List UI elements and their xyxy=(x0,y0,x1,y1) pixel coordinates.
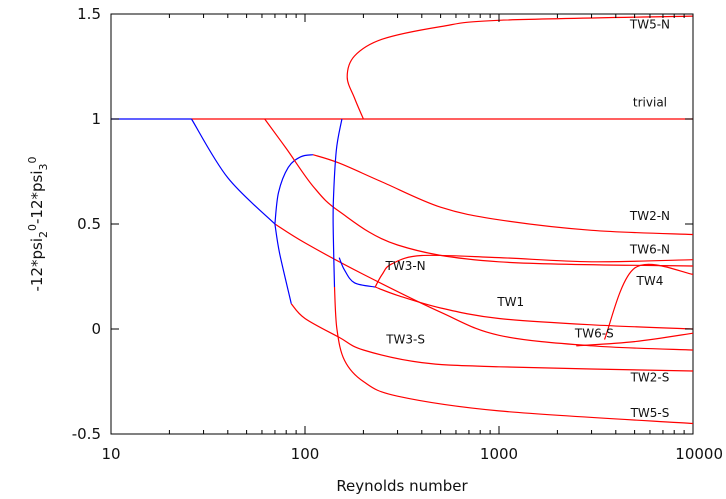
series-14-red xyxy=(576,332,694,347)
branch-labels: TW5-N trivial TW2-N TW6-N TW4 TW3-N TW1 TW6-S TW… xyxy=(385,18,671,421)
x-axis-label: Reynolds number xyxy=(336,477,468,495)
x-tick-label: 1000 xyxy=(480,445,518,463)
branch-label: TW1 xyxy=(496,295,524,309)
x-ticks: 10 100 1000 10000 xyxy=(101,14,723,463)
series-6-blue xyxy=(274,223,292,304)
branch-label: TW6-S xyxy=(574,326,614,340)
y-ticks: -0.5 0 0.5 1 1.5 xyxy=(72,5,693,443)
branch-label: TW5-N xyxy=(629,18,670,32)
x-tick-label: 100 xyxy=(291,445,320,463)
series-9-red xyxy=(264,118,694,267)
series-10-blue xyxy=(338,257,376,288)
series-8-red xyxy=(290,303,694,372)
branch-label: TW2-N xyxy=(629,209,670,223)
series-16-blue xyxy=(332,118,343,288)
x-tick-label: 10000 xyxy=(675,445,723,463)
x-tick-label: 10 xyxy=(101,445,120,463)
branch-label: TW3-S xyxy=(385,333,425,347)
y-tick-label: 1 xyxy=(91,110,101,128)
branch-label: TW6-N xyxy=(629,242,670,256)
branch-label: TW4 xyxy=(636,274,664,288)
y-tick-label: 1.5 xyxy=(77,5,101,23)
branch-label: trivial xyxy=(633,95,667,109)
series-3-blue xyxy=(190,118,276,225)
series-12-red xyxy=(374,286,694,330)
series-5-blue xyxy=(274,154,314,225)
curves-layer xyxy=(110,15,694,425)
series-7-red xyxy=(312,154,694,236)
y-tick-label: -0.5 xyxy=(72,425,101,443)
series-13-red xyxy=(603,263,694,340)
plot-frame xyxy=(110,13,694,435)
y-tick-label: 0 xyxy=(91,320,101,338)
branch-label: TW2-S xyxy=(630,371,670,385)
series-17-red xyxy=(333,286,694,425)
y-tick-label: 0.5 xyxy=(77,215,101,233)
series-11-red xyxy=(374,254,694,288)
series-4-red xyxy=(274,223,694,351)
branch-label: TW5-S xyxy=(630,406,670,420)
branch-label: TW3-N xyxy=(385,259,426,273)
series-15-red xyxy=(346,15,694,120)
y-axis-label: -12*psi20-12*psi30 xyxy=(26,156,50,291)
